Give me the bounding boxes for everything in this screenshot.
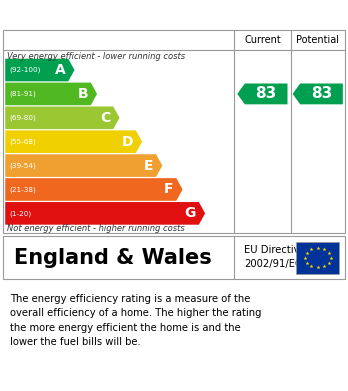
Text: D: D	[121, 135, 133, 149]
Bar	[296, 242, 339, 274]
Text: (21-38): (21-38)	[9, 186, 36, 193]
Polygon shape	[5, 130, 142, 153]
Text: (69-80): (69-80)	[9, 115, 36, 121]
Text: Current: Current	[244, 35, 281, 45]
Text: Potential: Potential	[296, 35, 339, 45]
Text: (39-54): (39-54)	[9, 162, 36, 169]
Text: 83: 83	[255, 86, 277, 101]
Polygon shape	[5, 202, 205, 225]
Text: A: A	[55, 63, 65, 77]
Polygon shape	[5, 59, 74, 81]
Text: C: C	[100, 111, 111, 125]
Text: B: B	[77, 87, 88, 101]
Polygon shape	[293, 84, 343, 104]
Text: (1-20): (1-20)	[9, 210, 32, 217]
Polygon shape	[5, 106, 120, 129]
Text: F: F	[164, 183, 174, 196]
Text: (55-68): (55-68)	[9, 138, 36, 145]
Text: Not energy efficient - higher running costs: Not energy efficient - higher running co…	[7, 224, 185, 233]
Text: EU Directive
2002/91/EC: EU Directive 2002/91/EC	[244, 245, 306, 269]
Text: (81-91): (81-91)	[9, 91, 36, 97]
Text: Energy Efficiency Rating: Energy Efficiency Rating	[10, 5, 239, 23]
Text: Very energy efficient - lower running costs: Very energy efficient - lower running co…	[7, 52, 185, 61]
Text: (92-100): (92-100)	[9, 67, 41, 73]
Text: The energy efficiency rating is a measure of the
overall efficiency of a home. T: The energy efficiency rating is a measur…	[10, 294, 262, 347]
Polygon shape	[5, 178, 183, 201]
Polygon shape	[237, 84, 287, 104]
Text: England & Wales: England & Wales	[14, 248, 212, 268]
Polygon shape	[5, 154, 162, 177]
Polygon shape	[5, 83, 97, 105]
Text: G: G	[185, 206, 196, 221]
Text: 83: 83	[311, 86, 332, 101]
Text: E: E	[144, 159, 153, 172]
